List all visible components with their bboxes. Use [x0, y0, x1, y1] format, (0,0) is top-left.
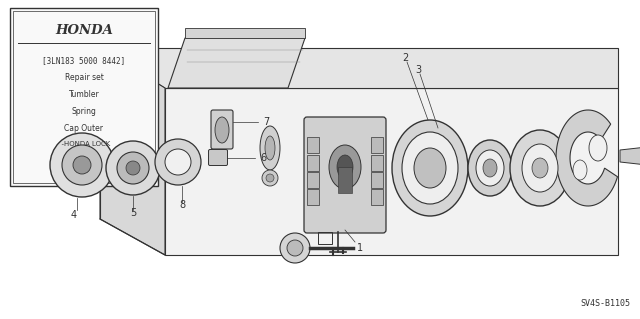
Text: 4: 4 — [71, 210, 77, 220]
Ellipse shape — [589, 135, 607, 161]
Polygon shape — [620, 146, 640, 166]
Text: 3: 3 — [415, 65, 421, 75]
Text: Repair set: Repair set — [65, 73, 104, 82]
Text: -HONDA LOCK: -HONDA LOCK — [58, 141, 111, 147]
Polygon shape — [307, 172, 319, 188]
Ellipse shape — [73, 156, 91, 174]
Text: Tumbler: Tumbler — [68, 90, 99, 99]
Ellipse shape — [106, 141, 160, 195]
Polygon shape — [165, 88, 618, 255]
Polygon shape — [100, 48, 618, 88]
Polygon shape — [307, 189, 319, 205]
Ellipse shape — [337, 155, 353, 179]
Text: 1: 1 — [357, 243, 363, 253]
Polygon shape — [371, 155, 383, 171]
Polygon shape — [371, 172, 383, 188]
FancyBboxPatch shape — [211, 110, 233, 149]
Text: Spring: Spring — [72, 107, 97, 116]
Ellipse shape — [532, 158, 548, 178]
Ellipse shape — [483, 159, 497, 177]
Ellipse shape — [165, 149, 191, 175]
FancyBboxPatch shape — [304, 117, 386, 233]
Polygon shape — [371, 137, 383, 153]
Ellipse shape — [62, 145, 102, 185]
Ellipse shape — [522, 144, 558, 192]
Text: Cap Outer: Cap Outer — [65, 124, 104, 133]
Text: 2: 2 — [402, 53, 408, 63]
Text: 7: 7 — [263, 117, 269, 127]
Ellipse shape — [215, 117, 229, 143]
Ellipse shape — [392, 120, 468, 216]
Text: 6: 6 — [260, 153, 266, 163]
Ellipse shape — [510, 130, 570, 206]
Ellipse shape — [287, 240, 303, 256]
Ellipse shape — [265, 136, 275, 160]
FancyBboxPatch shape — [10, 8, 158, 186]
Polygon shape — [168, 38, 305, 88]
Ellipse shape — [573, 160, 587, 180]
Polygon shape — [338, 167, 352, 193]
Polygon shape — [307, 137, 319, 153]
Polygon shape — [100, 48, 165, 255]
Ellipse shape — [280, 233, 310, 263]
Ellipse shape — [117, 152, 149, 184]
Ellipse shape — [126, 161, 140, 175]
Text: [3LN183 5000 8442]: [3LN183 5000 8442] — [42, 56, 125, 65]
Polygon shape — [371, 189, 383, 205]
Ellipse shape — [260, 126, 280, 170]
Ellipse shape — [468, 140, 512, 196]
Ellipse shape — [402, 132, 458, 204]
Text: 5: 5 — [130, 208, 136, 218]
FancyBboxPatch shape — [209, 150, 227, 166]
Ellipse shape — [476, 150, 504, 186]
Text: HONDA: HONDA — [55, 24, 113, 36]
Polygon shape — [307, 155, 319, 171]
Polygon shape — [185, 28, 305, 38]
Text: 8: 8 — [179, 200, 185, 210]
Ellipse shape — [50, 133, 114, 197]
Ellipse shape — [414, 148, 446, 188]
Polygon shape — [556, 110, 618, 206]
Text: JAPAN: JAPAN — [70, 158, 97, 164]
Ellipse shape — [329, 145, 361, 189]
Text: SV4S-B1105: SV4S-B1105 — [580, 299, 630, 308]
Ellipse shape — [262, 170, 278, 186]
Ellipse shape — [266, 174, 274, 182]
Ellipse shape — [155, 139, 201, 185]
